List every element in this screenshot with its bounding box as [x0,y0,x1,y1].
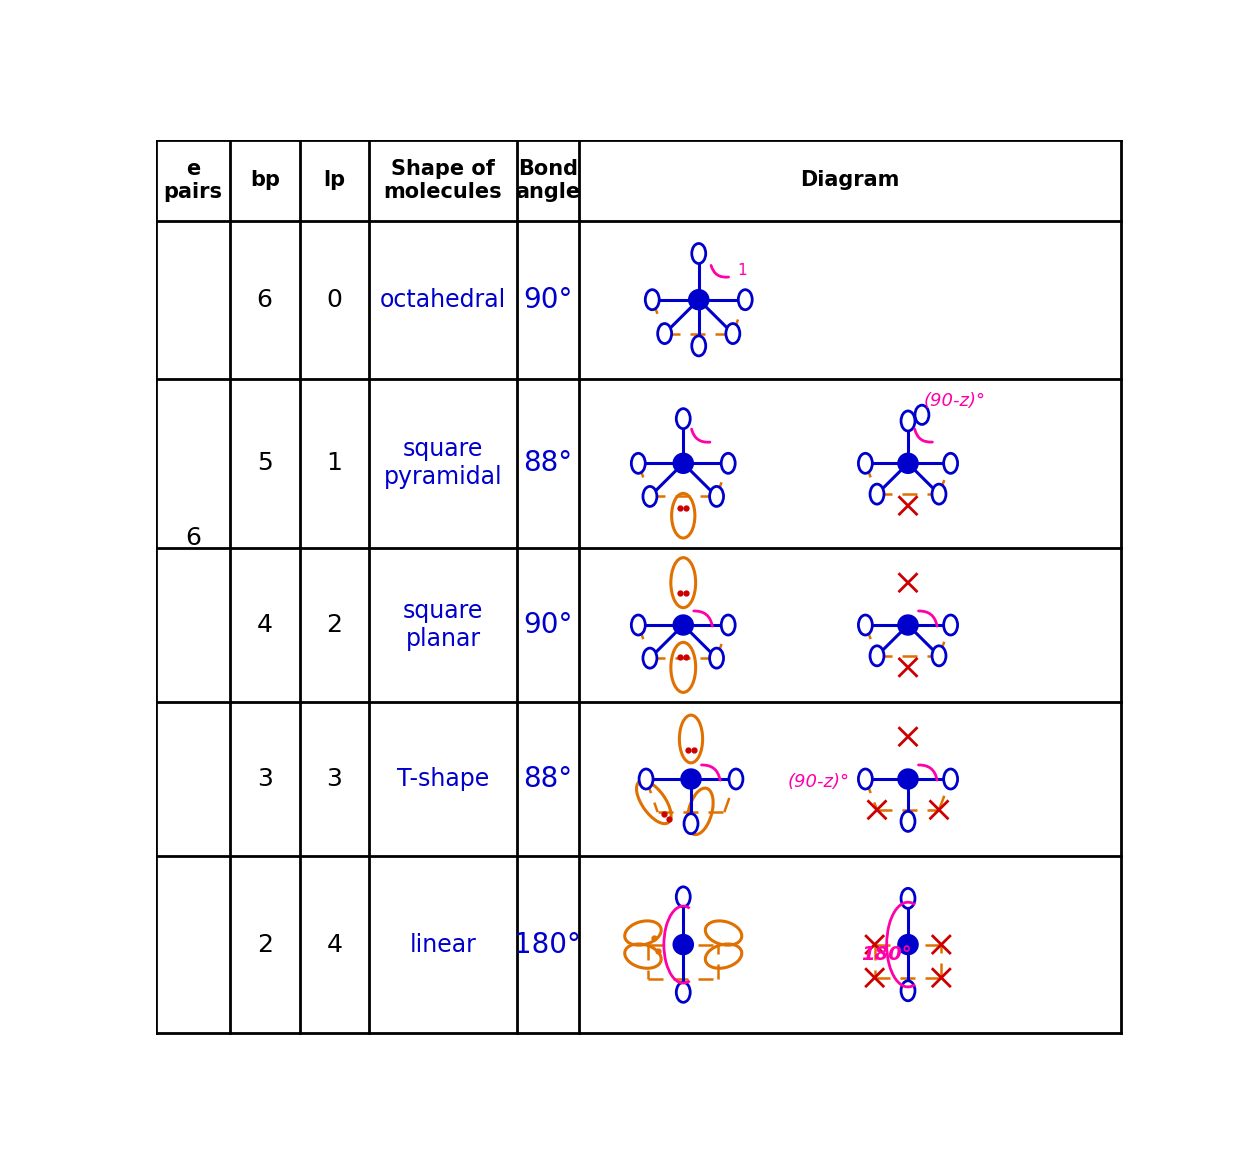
Text: (90-z)°: (90-z)° [788,773,850,791]
Ellipse shape [642,486,658,506]
Ellipse shape [901,812,915,831]
Text: 90°: 90° [522,286,572,314]
Text: 6: 6 [185,526,201,550]
Ellipse shape [710,486,724,506]
Circle shape [898,935,918,955]
Text: T-shape: T-shape [398,767,489,791]
Ellipse shape [944,454,958,473]
Circle shape [898,614,918,635]
Ellipse shape [870,646,884,666]
Ellipse shape [726,324,740,344]
Ellipse shape [710,648,724,668]
Text: 88°: 88° [522,765,572,793]
Text: 1: 1 [738,264,748,278]
Ellipse shape [645,289,659,310]
Circle shape [674,935,694,955]
Text: bp: bp [250,170,280,190]
Text: Bond
angle: Bond angle [515,159,580,202]
Ellipse shape [684,814,698,834]
Text: 3: 3 [256,767,272,791]
Ellipse shape [901,888,915,908]
Text: square
planar: square planar [402,599,484,651]
Ellipse shape [721,614,735,635]
Ellipse shape [859,770,872,789]
Text: 6: 6 [256,288,272,311]
Ellipse shape [729,770,742,789]
Ellipse shape [739,289,752,310]
Text: (90-z)°: (90-z)° [924,392,985,409]
Ellipse shape [642,648,658,668]
Text: 180°: 180° [514,930,581,958]
Text: lp: lp [324,170,345,190]
Circle shape [674,614,694,635]
Ellipse shape [932,484,946,504]
Ellipse shape [658,324,671,344]
Text: 1: 1 [326,451,342,476]
Ellipse shape [691,336,706,356]
Circle shape [674,454,694,473]
Ellipse shape [676,408,690,429]
Ellipse shape [915,405,929,424]
Text: octahedral: octahedral [380,288,506,311]
Ellipse shape [944,770,958,789]
Ellipse shape [901,981,915,1000]
Ellipse shape [676,982,690,1003]
Text: 180°: 180° [861,944,912,964]
Ellipse shape [639,770,652,789]
Ellipse shape [859,454,872,473]
Ellipse shape [870,484,884,504]
Text: 4: 4 [256,613,272,637]
Text: 2: 2 [256,933,272,956]
Ellipse shape [944,614,958,635]
Text: 5: 5 [258,451,272,476]
Text: Shape of
molecules: Shape of molecules [384,159,503,202]
Ellipse shape [721,454,735,473]
Ellipse shape [901,410,915,431]
Text: 90°: 90° [522,611,572,639]
Circle shape [898,770,918,789]
Circle shape [689,289,709,310]
Text: 88°: 88° [522,449,572,477]
Text: Diagram: Diagram [800,170,900,190]
Ellipse shape [859,614,872,635]
Text: 3: 3 [326,767,342,791]
Ellipse shape [676,887,690,907]
Ellipse shape [932,646,946,666]
Text: square
pyramidal: square pyramidal [384,437,503,490]
Ellipse shape [631,614,645,635]
Text: linear: linear [410,933,476,956]
Text: 0: 0 [326,288,342,311]
Text: 4: 4 [326,933,342,956]
Text: 2: 2 [326,613,342,637]
Ellipse shape [691,244,706,264]
Text: e
pairs: e pairs [164,159,222,202]
Circle shape [898,454,918,473]
Circle shape [681,770,701,789]
Ellipse shape [631,454,645,473]
